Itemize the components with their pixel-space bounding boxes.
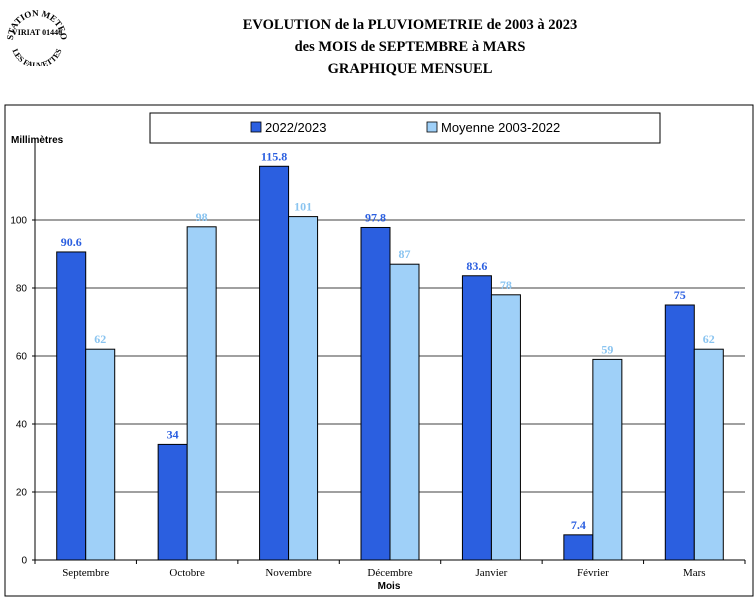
logo-middle-text: VIRIAT 01440 [12,28,62,37]
title-line-1: EVOLUTION de la PLUVIOMETRIE de 2003 à 2… [242,17,578,33]
y-tick-label-100: 100 [10,216,27,227]
x-tick-label-fevrier: Février [577,567,609,579]
x-axis-label: Mois [378,581,401,592]
bar-moyenne-decembre [389,263,420,561]
x-tick-label-janvier: Janvier [476,567,508,579]
y-axis-label: Millimètres [11,135,64,146]
data-label-2022-2023-octobre: 34 [167,427,179,441]
data-label-2022-2023-novembre: 115.8 [261,149,287,163]
y-tick-label-60: 60 [16,352,28,363]
legend-label-moyenne: Moyenne 2003-2022 [441,120,560,135]
data-label-moyenne-septembre: 62 [94,332,106,346]
bar-2022-2023-novembre [259,165,290,561]
data-label-2022-2023-decembre: 97.8 [365,210,386,224]
legend-box [149,112,661,144]
title-line-2: des MOIS de SEPTEMBRE à MARS [294,39,526,55]
bar-moyenne-fevrier [592,358,623,561]
bar-2022-2023-janvier [461,275,492,561]
data-label-2022-2023-septembre: 90.6 [61,235,82,249]
legend-swatch-2022-2023 [250,121,262,133]
bar-moyenne-octobre [186,226,217,561]
y-tick-label-40: 40 [16,420,28,431]
y-tick-label-80: 80 [16,284,28,295]
y-tick-label-20: 20 [16,488,28,499]
data-label-moyenne-novembre: 101 [294,200,312,214]
data-label-moyenne-janvier: 78 [500,278,512,292]
bar-2022-2023-octobre [157,443,188,561]
data-label-moyenne-octobre: 98 [196,210,208,224]
y-tick-label-0: 0 [21,556,27,567]
station-logo: STATION METEO VIRIAT 01440 LES FAUVETTES [5,8,69,66]
data-label-moyenne-mars: 62 [703,332,715,346]
x-tick-label-octobre: Octobre [169,567,205,579]
bar-moyenne-janvier [490,294,521,561]
data-label-2022-2023-mars: 75 [674,288,686,302]
legend-swatch-moyenne [426,121,438,133]
data-label-moyenne-decembre: 87 [399,247,411,261]
x-tick-label-septembre: Septembre [62,567,109,579]
bar-2022-2023-fevrier [563,534,594,561]
bar-moyenne-septembre [85,348,116,561]
data-label-moyenne-fevrier: 59 [601,342,613,356]
bar-2022-2023-decembre [360,226,391,561]
chart-frame [4,104,754,597]
data-label-2022-2023-fevrier: 7.4 [571,518,586,532]
bar-moyenne-mars [693,348,724,561]
title-line-3: GRAPHIQUE MENSUEL [327,61,493,77]
bar-moyenne-novembre [288,216,319,561]
chart-title-block: EVOLUTION de la PLUVIOMETRIE de 2003 à 2… [160,14,660,80]
bar-2022-2023-mars [664,304,695,561]
bar-2022-2023-septembre [56,251,87,561]
x-tick-label-novembre: Novembre [265,567,312,579]
legend: 2022/2023 Moyenne 2003-2022 [149,112,661,144]
x-tick-label-decembre: Décembre [367,567,412,579]
data-label-2022-2023-janvier: 83.6 [466,259,487,273]
legend-label-2022-2023: 2022/2023 [265,120,326,135]
x-tick-label-mars: Mars [683,567,706,579]
